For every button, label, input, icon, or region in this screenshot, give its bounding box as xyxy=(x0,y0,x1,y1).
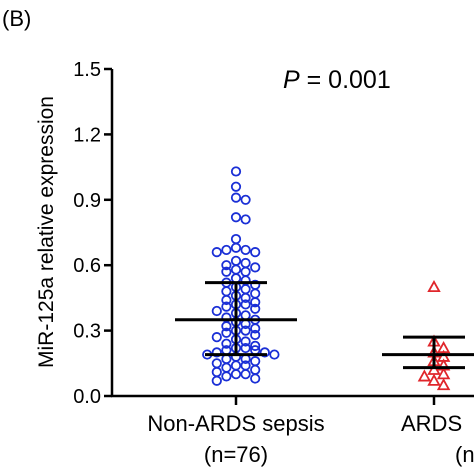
data-point xyxy=(250,364,261,375)
data-point xyxy=(230,255,242,266)
data-point xyxy=(250,288,261,299)
data-point xyxy=(240,292,251,303)
data-point xyxy=(250,323,261,334)
data-point xyxy=(427,279,441,293)
data-points xyxy=(202,166,451,391)
data-point xyxy=(269,349,280,360)
data-point xyxy=(221,321,232,332)
data-point xyxy=(221,260,232,271)
data-point xyxy=(240,369,251,380)
panel-label: (B) xyxy=(2,6,31,31)
data-point xyxy=(230,360,242,371)
group-label-ards: ARDS xyxy=(401,411,462,436)
group-label-non-ards: Non-ARDS sepsis xyxy=(147,411,324,436)
y-axis-label: MiR-125a relative expression xyxy=(35,96,58,368)
y-tick-label: 1.5 xyxy=(73,59,101,81)
data-point xyxy=(211,366,222,378)
data-point xyxy=(221,286,232,297)
data-point xyxy=(240,325,251,336)
data-point xyxy=(211,332,222,343)
data-point xyxy=(259,347,270,358)
data-point xyxy=(250,262,261,273)
y-tick-label: 0.3 xyxy=(73,321,101,343)
data-point xyxy=(417,369,432,382)
data-point xyxy=(240,214,251,225)
data-point xyxy=(250,247,261,258)
data-point xyxy=(221,371,232,382)
data-point xyxy=(230,233,242,245)
y-ticks: 0.0 0.3 0.6 0.9 1.2 1.5 xyxy=(73,59,112,408)
data-point xyxy=(240,336,251,347)
data-point xyxy=(240,266,251,277)
data-point xyxy=(427,373,441,386)
data-point xyxy=(240,284,251,295)
data-point xyxy=(250,329,261,341)
data-point xyxy=(240,257,251,269)
y-tick-label: 1.2 xyxy=(73,124,101,146)
data-point xyxy=(230,192,242,203)
data-point xyxy=(240,194,251,205)
data-point xyxy=(250,303,261,314)
data-point xyxy=(250,373,261,384)
data-point xyxy=(436,378,451,391)
p-value-text: = 0.001 xyxy=(300,66,391,94)
y-tick-label: 0.6 xyxy=(73,255,101,277)
data-point xyxy=(221,301,232,312)
p-value-annotation: P = 0.001 xyxy=(283,66,391,94)
data-point xyxy=(240,299,251,310)
y-tick-label: 0.0 xyxy=(73,386,101,408)
data-point xyxy=(221,338,232,349)
data-point xyxy=(221,327,232,338)
data-point xyxy=(221,362,232,373)
group-n-non-ards: (n=76) xyxy=(204,442,268,467)
data-point xyxy=(230,181,242,192)
data-point xyxy=(221,266,232,277)
data-point xyxy=(211,347,222,358)
data-point xyxy=(240,244,251,256)
data-point xyxy=(230,369,242,380)
data-point xyxy=(211,358,222,369)
data-point xyxy=(211,247,222,258)
data-point xyxy=(211,305,222,317)
data-point xyxy=(240,342,251,354)
data-point xyxy=(230,212,242,223)
group-n-ards: (n= xyxy=(455,442,474,467)
data-point xyxy=(230,242,242,253)
data-point xyxy=(221,294,232,306)
data-point xyxy=(211,375,222,386)
data-point xyxy=(230,166,242,177)
data-point xyxy=(221,244,232,256)
data-point xyxy=(230,264,242,275)
data-point xyxy=(250,340,261,351)
p-symbol: P xyxy=(283,66,300,94)
mean-sd-bars xyxy=(175,281,474,370)
data-point xyxy=(250,356,261,367)
y-tick-label: 0.9 xyxy=(73,190,101,212)
data-point xyxy=(250,297,261,308)
